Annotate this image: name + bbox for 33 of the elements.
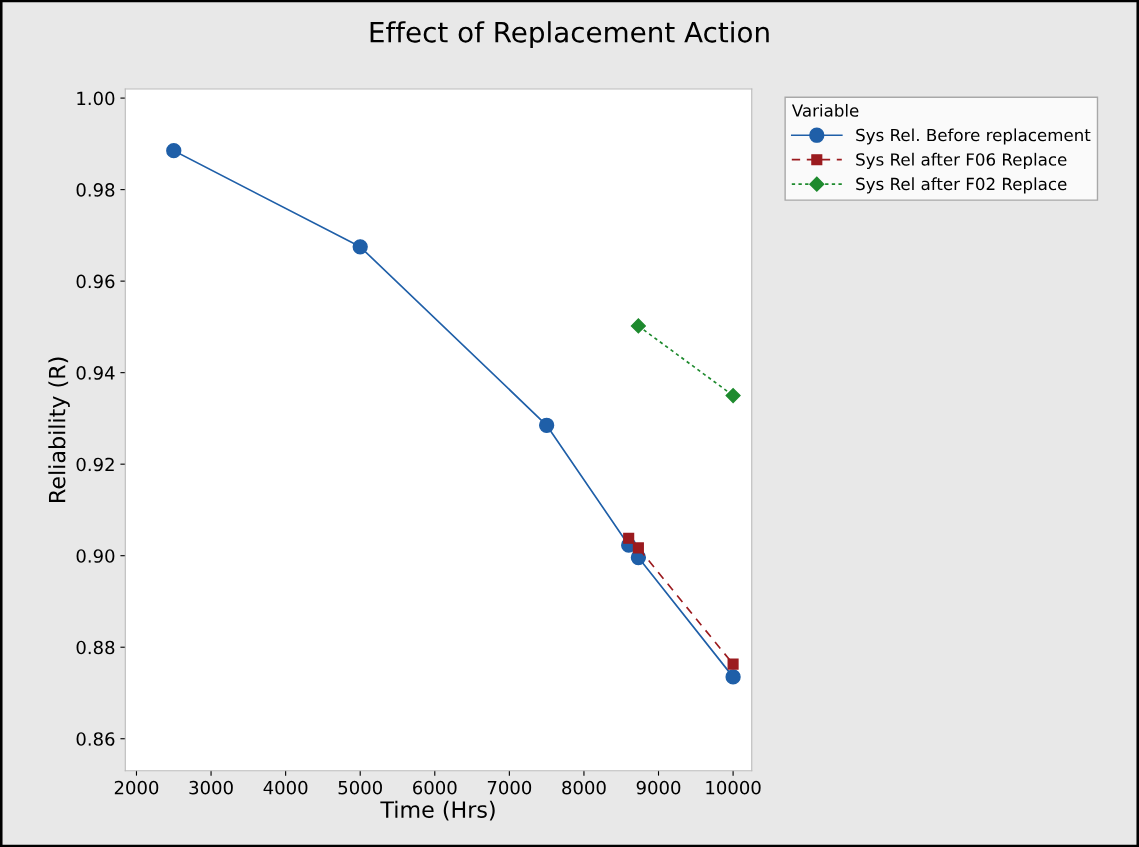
point	[725, 387, 741, 404]
y-axis-title: Reliability (R)	[48, 357, 70, 502]
x-axis-title: Time (Hrs)	[380, 800, 495, 821]
y-tick-label: 0.98	[76, 183, 115, 197]
y-tick-label: 0.96	[76, 274, 115, 289]
y-tick-label: 0.90	[76, 549, 115, 563]
point	[352, 239, 368, 255]
x-tick-label: 6000	[413, 780, 457, 795]
legend-title: Variable	[791, 103, 859, 117]
x-tick-label: 8000	[562, 780, 606, 795]
point	[623, 532, 635, 544]
x-tick-label: 3000	[189, 780, 233, 795]
point	[166, 143, 182, 159]
point	[539, 417, 555, 433]
legend-label: Sys Rel. Before replacement	[856, 128, 1091, 145]
y-tick-label: 0.94	[76, 366, 115, 380]
x-tick-label: 10000	[706, 780, 761, 795]
point	[632, 542, 644, 554]
legend-label: Sys Rel after F06 Replace	[856, 152, 1067, 169]
x-tick-label: 9000	[636, 780, 681, 795]
x-tick-label: 7000	[487, 780, 532, 795]
x-tick-label: 4000	[263, 780, 308, 795]
y-tick-label: 1.00	[77, 91, 115, 106]
legend-label: Sys Rel after F02 Replace	[856, 177, 1067, 194]
point	[630, 318, 646, 334]
y-tick-label: 0.88	[76, 640, 115, 655]
point	[727, 658, 739, 670]
chart-title: Effect of Replacement Action	[370, 21, 769, 49]
y-tick-label: 0.92	[76, 457, 114, 472]
x-tick-label: 2000	[114, 780, 159, 795]
y-tick-label: 0.86	[76, 732, 115, 746]
point	[725, 669, 741, 685]
x-tick-label: 5000	[338, 780, 382, 795]
